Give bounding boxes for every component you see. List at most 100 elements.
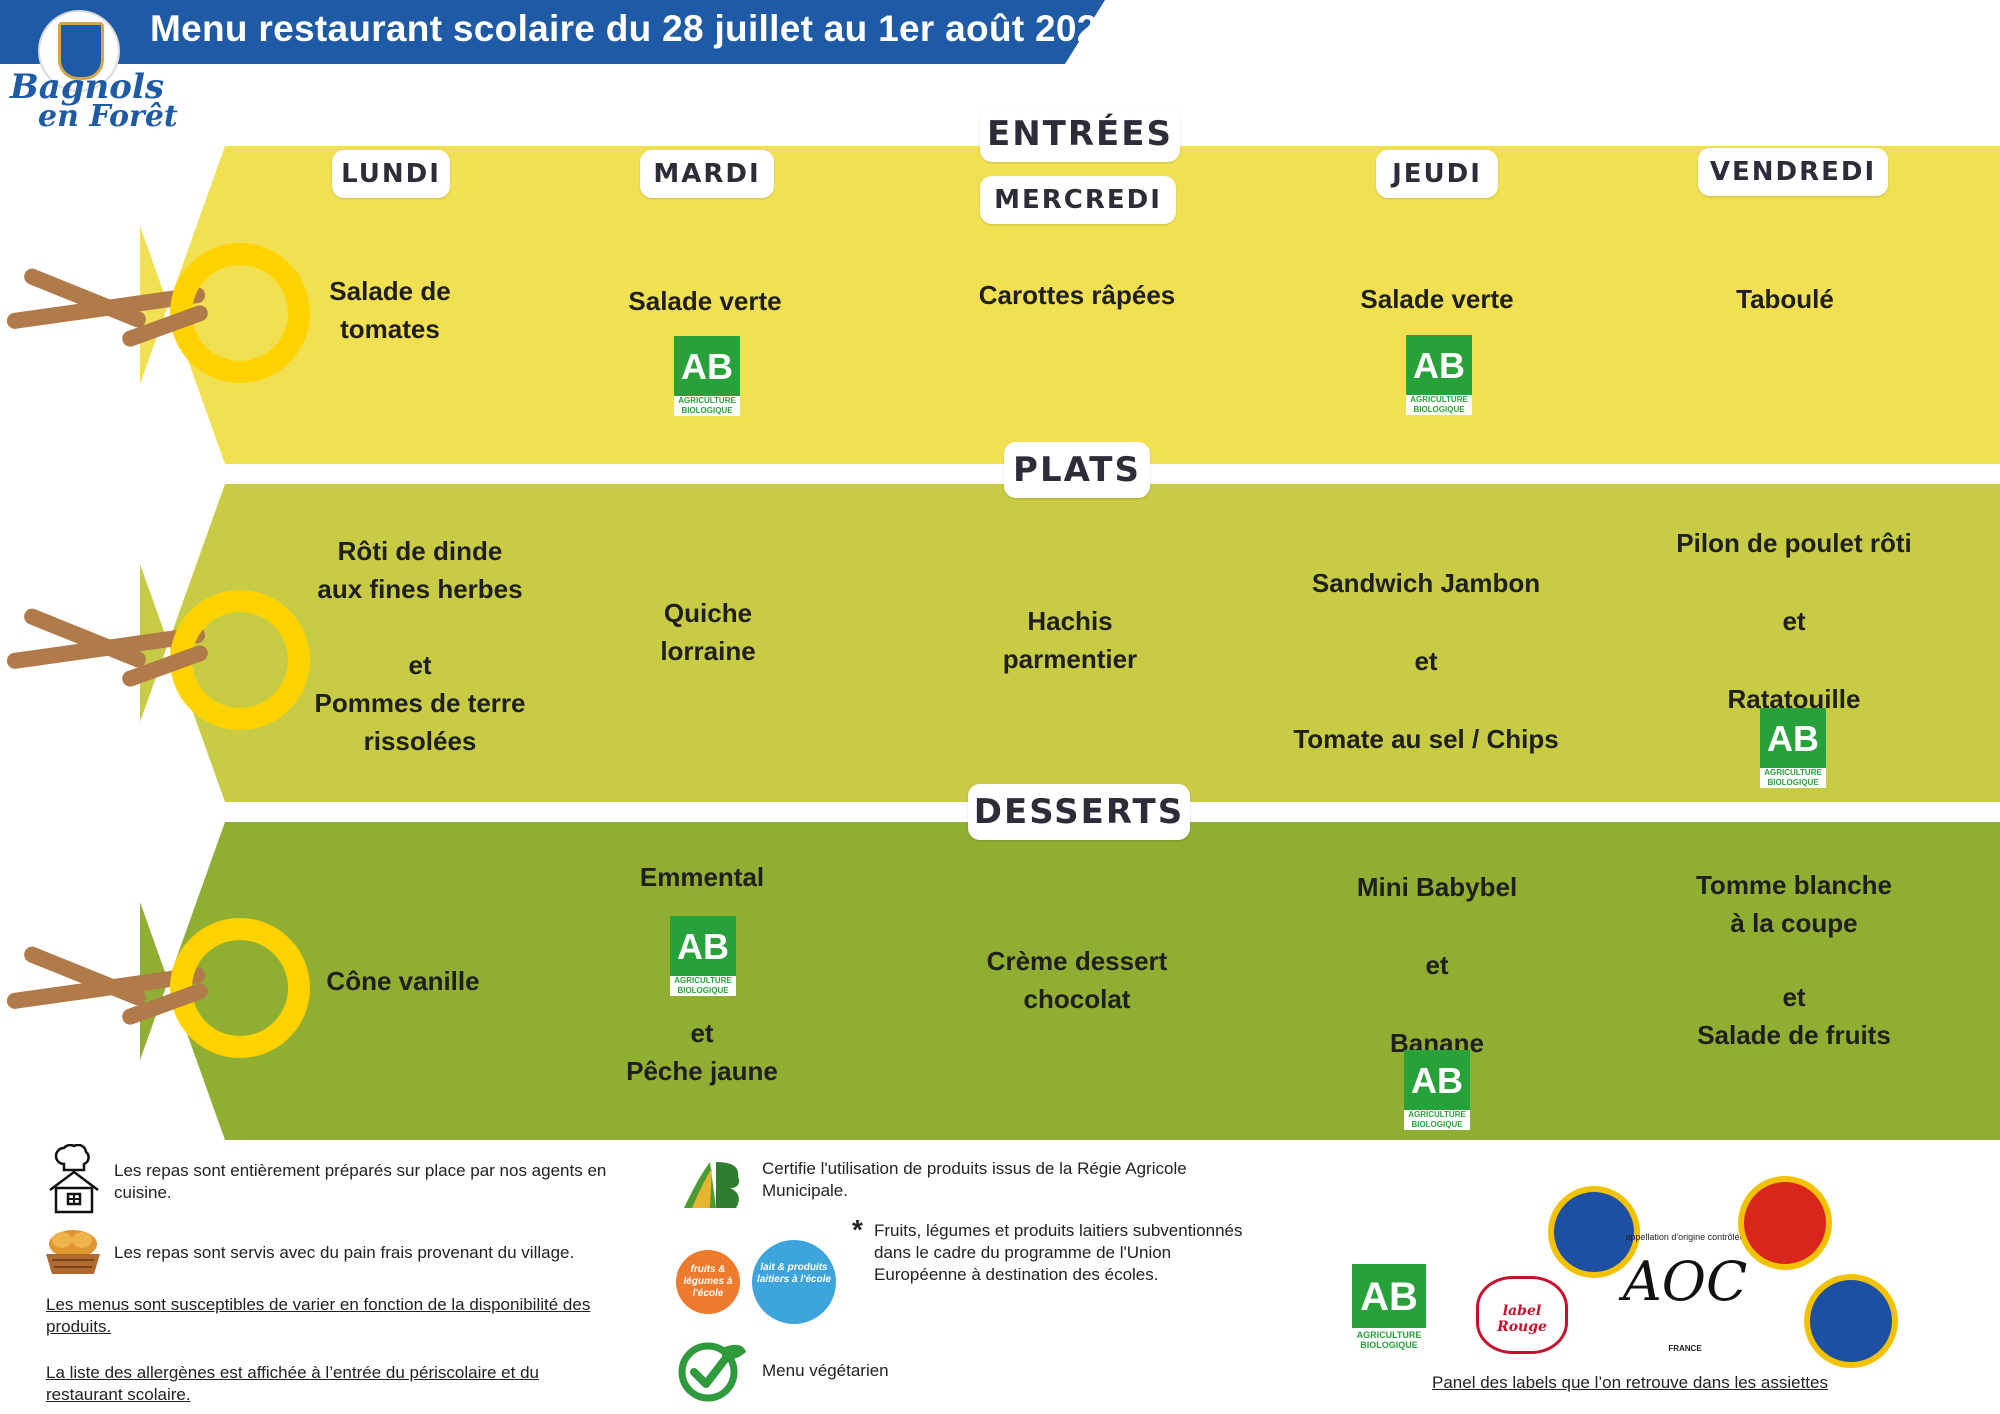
dish-line: à la coupe: [1730, 908, 1858, 938]
dish-line: Cône vanille: [326, 966, 480, 996]
plat-mercredi: Hachis parmentier: [970, 602, 1170, 678]
bio-label-icon: AB AGRICULTURE BIOLOGIQUE: [670, 916, 736, 996]
dish-line: rissolées: [363, 726, 477, 756]
dish-line: et: [1414, 646, 1438, 676]
bio-mark: AB: [670, 916, 736, 976]
bio-mark: AB: [1404, 1050, 1470, 1110]
dish-line: Crème dessert: [986, 946, 1168, 976]
town-name-line1: Bagnols: [10, 67, 164, 107]
plat-vendredi: Pilon de poulet rôti et Ratatouille: [1634, 504, 1954, 738]
day-jeudi: JEUDI: [1376, 150, 1498, 198]
aoc-logo: appellation d'origine contrôlée AOC FRAN…: [1618, 1232, 1752, 1356]
bio-mark: AB: [1760, 708, 1826, 768]
day-vendredi: VENDREDI: [1698, 148, 1888, 196]
bio-label-icon: AB AGRICULTURE BIOLOGIQUE: [1760, 708, 1826, 788]
dish-line: tomates: [340, 314, 440, 344]
plat-lundi: Rôti de dinde aux fines herbes et Pommes…: [300, 532, 540, 760]
ab-bio-label-logo: AB AGRICULTURE BIOLOGIQUE: [1352, 1264, 1426, 1350]
title-banner: [0, 0, 1105, 64]
aoc-mark: AOC: [1622, 1250, 1748, 1313]
dish-line: et: [1425, 950, 1449, 980]
dish-line: Carottes râpées: [978, 280, 1176, 310]
footer-allergens: La liste des allergènes est affichée à l…: [46, 1363, 539, 1404]
dish-line: Salade de: [329, 276, 451, 306]
regie-agricole-icon: [684, 1162, 739, 1208]
bio-mark: AB: [1352, 1264, 1426, 1328]
dish-line: Emmental: [639, 862, 765, 892]
dish-line: Quiche: [663, 598, 753, 628]
dessert-lundi: Cône vanille: [300, 962, 506, 1000]
dish-spacer: [1674, 942, 1914, 978]
day-mardi: MARDI: [640, 150, 774, 198]
igp-seal-logo: [1548, 1186, 1640, 1278]
dish-line: Pêche jaune: [626, 1056, 778, 1086]
footer-cooked-note: Les repas sont entièrement préparés sur …: [114, 1161, 607, 1202]
dish-line: et: [408, 650, 432, 680]
town-name-line2: en Forêt: [38, 99, 178, 134]
dessert-jeudi: Mini Babybel et Banane: [1312, 848, 1562, 1082]
labels-panel-caption: Panel des labels que l’on retrouve dans …: [1432, 1373, 1828, 1392]
page-title: Menu restaurant scolaire du 28 juillet a…: [150, 8, 1119, 49]
day-mercredi: MERCREDI: [980, 176, 1176, 224]
dessert-mercredi: Crème dessert chocolat: [962, 942, 1192, 1018]
dish-line: lorraine: [660, 636, 756, 666]
plat-jeudi: Sandwich Jambon et Tomate au sel / Chips: [1276, 544, 1576, 778]
bio-text: AGRICULTURE BIOLOGIQUE: [1764, 768, 1822, 787]
aop-seal-logo: [1738, 1176, 1832, 1270]
label-rouge-logo: label Rouge: [1476, 1276, 1568, 1354]
day-lundi: LUNDI: [332, 150, 450, 198]
dish-line: et: [690, 1018, 714, 1048]
vegetarian-check-icon: [678, 1342, 746, 1402]
footer-vegetarian: Menu végétarien: [762, 1361, 889, 1380]
entree-jeudi: Salade verte: [1312, 280, 1562, 318]
town-logo: Bagnols en Forêt: [10, 67, 178, 134]
bio-text: AGRICULTURE BIOLOGIQUE: [674, 976, 732, 995]
bio-text: AGRICULTURE BIOLOGIQUE: [1410, 395, 1468, 414]
coat-of-arms-icon: [58, 22, 104, 80]
footer-eu-note: Fruits, légumes et produits laitiers sub…: [874, 1221, 1243, 1284]
dish-line: Tomme blanche: [1695, 870, 1892, 900]
dish-line: Salade verte: [1360, 284, 1514, 314]
plats-band: [140, 484, 2000, 802]
dish-line: aux fines herbes: [317, 574, 523, 604]
label-rouge-text: label Rouge: [1497, 1303, 1547, 1335]
dish-line: Rôti de dinde: [337, 536, 503, 566]
dish-line: Mini Babybel: [1356, 872, 1518, 902]
dish-spacer: [300, 608, 540, 646]
bio-mark: AB: [1406, 335, 1472, 395]
bio-text: AGRICULTURE BIOLOGIQUE: [1356, 1330, 1422, 1350]
footer-regie-note: Certifie l'utilisation de produits issus…: [762, 1159, 1187, 1200]
entree-mardi: Salade verte: [580, 282, 830, 320]
dish-line: Salade de fruits: [1697, 1020, 1891, 1050]
chef-house-icon: [49, 1144, 99, 1214]
dish-line: et: [1782, 982, 1806, 1012]
bio-label-icon: AB AGRICULTURE BIOLOGIQUE: [674, 336, 740, 416]
dish-line: Pommes de terre: [314, 688, 526, 718]
bio-label-icon: AB AGRICULTURE BIOLOGIQUE: [1406, 335, 1472, 415]
desserts-band: [140, 822, 2000, 1140]
section-title-desserts: DESSERTS: [968, 784, 1190, 840]
dessert-mardi-top: Emmental: [602, 858, 802, 896]
entree-mercredi: Carottes râpées: [930, 276, 1224, 314]
bio-mark: AB: [674, 336, 740, 396]
eu-asterisk: *: [852, 1214, 863, 1245]
footer-bread-note: Les repas sont servis avec du pain frais…: [114, 1243, 575, 1262]
dessert-vendredi: Tomme blanche à la coupe et Salade de fr…: [1674, 866, 1914, 1054]
aoc-ring-text: appellation d'origine contrôlée: [1625, 1232, 1745, 1242]
bio-text: AGRICULTURE BIOLOGIQUE: [678, 396, 736, 415]
section-title-entrees: ENTRÉES: [980, 106, 1180, 162]
section-title-plats: PLATS: [1004, 442, 1150, 498]
fruits-legumes-ecole-icon: fruits & légumes à l'école: [676, 1250, 740, 1314]
entree-vendredi: Taboulé: [1660, 280, 1910, 318]
bread-basket-icon: [46, 1230, 100, 1274]
dish-line: Salade verte: [628, 286, 782, 316]
entree-lundi: Salade de tomates: [290, 272, 490, 348]
dessert-mardi-bottom: et Pêche jaune: [602, 1014, 802, 1090]
footer-menus-vary: Les menus sont susceptibles de varier en…: [46, 1295, 591, 1336]
bio-label-icon: AB AGRICULTURE BIOLOGIQUE: [1404, 1050, 1470, 1130]
dish-line: Hachis: [1027, 606, 1113, 636]
dish-line: parmentier: [1002, 644, 1138, 674]
aoc-country: FRANCE: [1668, 1344, 1702, 1353]
dish-line: Pilon de poulet rôti: [1676, 528, 1912, 558]
fruits-logo-text: fruits & légumes à l'école: [683, 1264, 733, 1299]
